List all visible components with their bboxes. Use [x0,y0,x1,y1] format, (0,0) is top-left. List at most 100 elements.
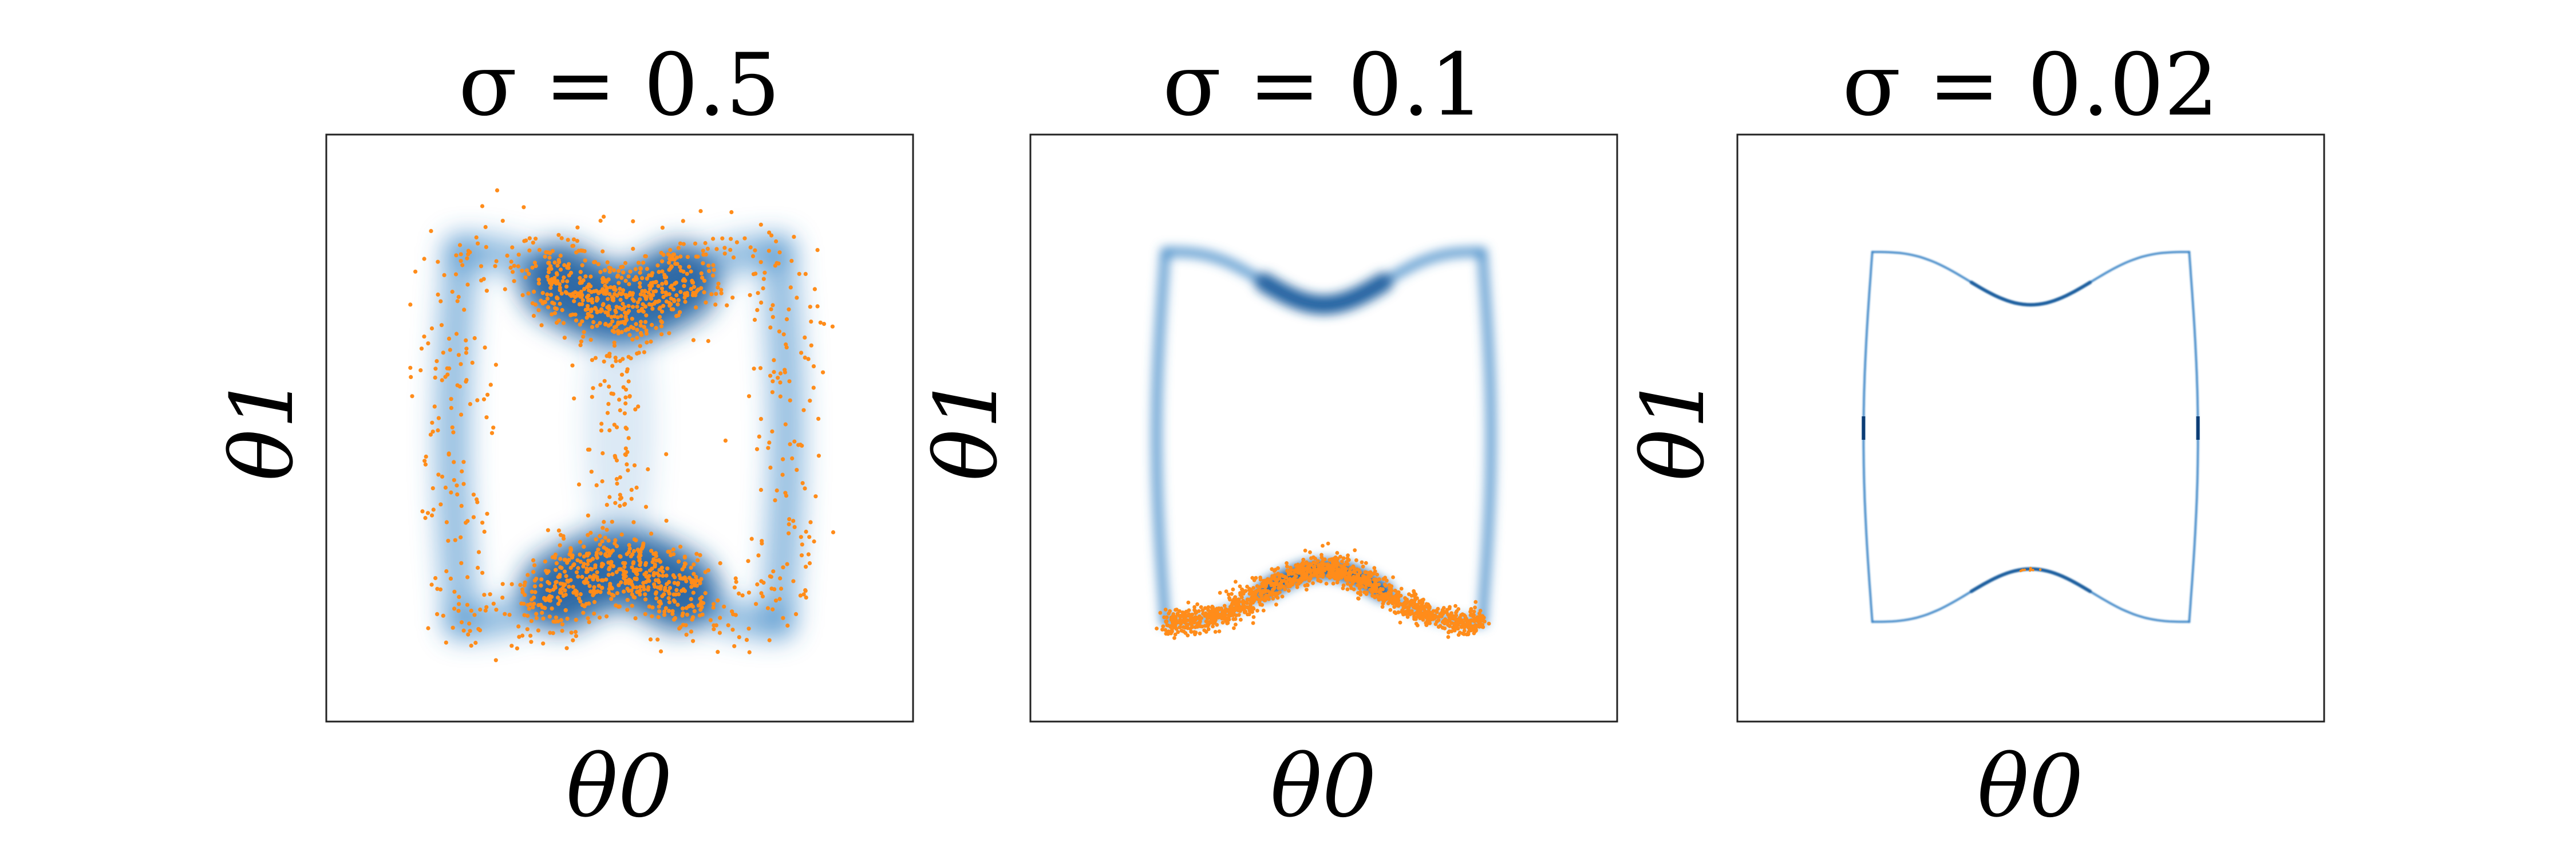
sample-point [682,283,686,288]
sample-point [1251,615,1256,619]
sample-point [617,397,622,402]
sample-point [452,460,456,464]
sample-point [443,375,448,379]
sample-point [618,297,623,302]
sample-point [1357,568,1361,573]
sample-point [435,612,440,616]
sample-point [1357,586,1362,590]
sample-point [605,503,609,507]
panel-1-frame [325,133,914,723]
sample-point [457,602,461,606]
sample-point [580,298,585,302]
sample-point [808,305,812,309]
sample-point [661,304,666,308]
sample-point [550,277,554,282]
sample-point [419,346,424,351]
sample-point [441,350,445,355]
panel-3-title: σ = 0.02 [1842,36,2218,135]
sample-point [660,594,665,598]
sample-point [628,269,633,274]
sample-point [669,307,674,312]
sample-point [1336,572,1340,577]
sample-point [612,268,617,273]
sample-point [771,379,775,384]
sample-point [648,293,653,297]
sample-point [606,538,611,543]
panel-1-ylabel: θ1 [213,375,313,481]
sample-point [1308,550,1312,554]
sample-point [1469,607,1473,611]
sample-point [618,497,622,501]
sample-point [1290,578,1295,582]
sample-point [1245,601,1249,605]
sample-point [619,372,625,377]
sample-point [1341,583,1346,588]
sample-point [1301,568,1306,573]
sample-point [1274,602,1278,607]
sample-point [1270,574,1275,578]
sample-point [606,401,611,407]
sample-point [635,547,640,552]
sample-point [678,290,683,294]
sample-point [1254,594,1258,599]
sample-point [464,338,468,343]
sample-point [591,320,596,325]
sample-point [623,318,628,323]
sample-point [792,525,797,530]
sample-point [1473,600,1478,604]
sample-point [710,273,716,278]
sample-point [1301,565,1305,569]
sample-point [1356,573,1360,577]
sample-point [625,367,630,372]
sample-point [1324,581,1329,586]
sample-point [821,322,827,326]
sample-point [756,291,760,295]
sample-point [669,283,674,288]
sample-point [1289,568,1294,572]
sample-point [476,550,481,554]
sample-point [482,529,487,534]
sample-point [619,532,624,537]
sample-point [722,251,727,256]
sample-point [667,580,671,585]
sample-point [606,573,611,577]
sample-point [1449,611,1454,615]
sample-point [1443,626,1447,631]
sample-point [550,301,555,305]
sample-point [530,265,535,270]
sample-point [1405,605,1410,609]
sample-point [433,367,438,371]
sample-point [801,592,806,597]
sample-point [598,218,603,223]
sample-point [1164,620,1169,624]
sample-point [636,261,641,265]
sample-point [584,570,589,574]
sample-point [558,288,562,293]
sample-point [1163,608,1168,612]
sample-point [1211,621,1215,625]
sample-point [545,570,550,576]
sample-point [630,592,634,597]
sample-point [448,348,452,352]
sample-point [467,621,472,626]
sample-point [456,294,461,300]
sample-point [435,586,440,591]
sample-point [660,226,665,230]
sample-point [422,459,427,463]
sample-point [464,350,469,355]
sample-point [600,539,605,543]
sample-point [583,274,588,279]
sample-point [1364,590,1368,595]
sample-point [555,263,560,268]
sample-point [595,570,599,574]
sample-point [485,511,489,516]
sample-point [643,597,648,602]
sample-point [1231,587,1235,592]
sample-point [756,553,761,558]
sample-point [678,625,683,629]
sample-point [568,565,573,570]
panel-3-ylabel: θ1 [1624,375,1724,481]
sample-point [661,573,665,578]
sample-point [1175,620,1179,624]
sample-point [610,329,615,333]
